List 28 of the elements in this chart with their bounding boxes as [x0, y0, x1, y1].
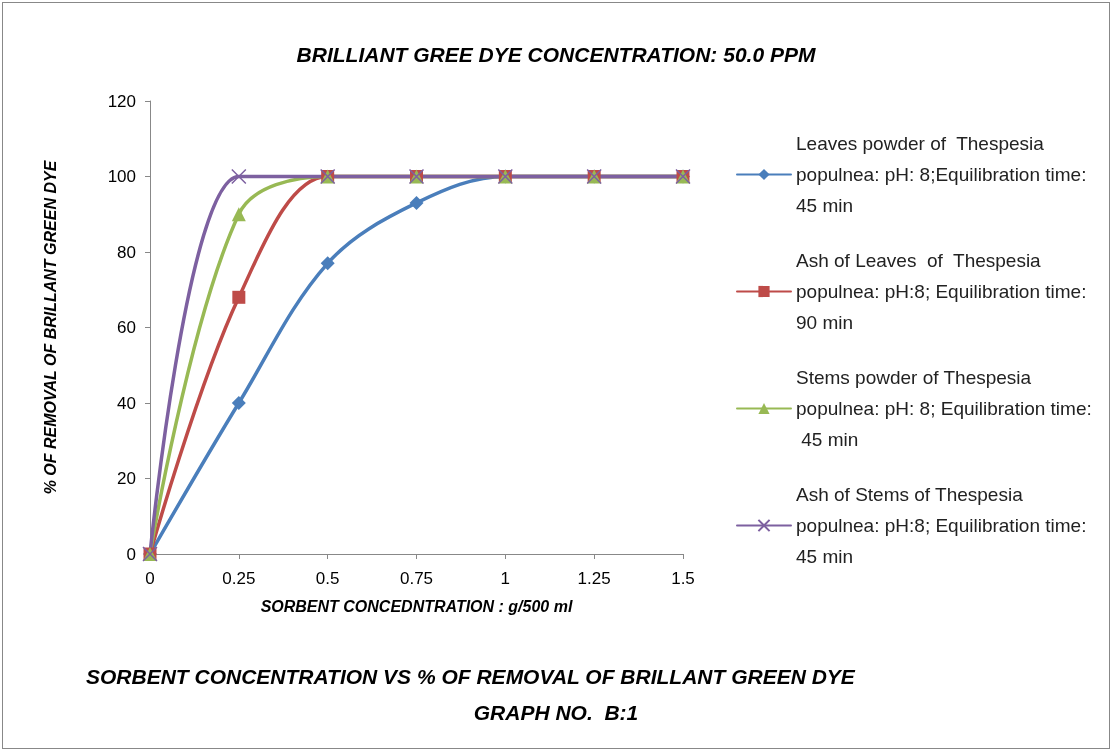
legend-label: Ash of Stems of Thespesia populnea: pH:8; Equilibration time: 45 min: [796, 484, 1092, 567]
x-tick-label: 0.5: [315, 569, 340, 588]
y-tick-label: 20: [117, 469, 136, 488]
y-tick-label: 40: [117, 393, 136, 413]
x-tick-label: 0.25: [222, 569, 256, 588]
y-tick-label: 120: [107, 91, 136, 111]
text: SORBENT CONCENTRATION VS % OF REMOVAL OF BRILLANT GREEN DYE: [86, 665, 856, 688]
y-tick-label: 100: [107, 167, 136, 186]
chart-title: BRILLIANT GREE DYE CONCENTRATION: 50.0 PPM: [296, 43, 816, 66]
point: [320, 256, 335, 271]
x-tick-label: 1.5: [671, 569, 695, 588]
x-axis-title: SORBENT CONCEDNTRATION : g/500 ml: [260, 597, 573, 615]
y-tick-label: 60: [117, 318, 136, 337]
legend-label: Stems powder of Thespesia populnea: pH: 8; Equilibration time: 45 min: [796, 367, 1092, 450]
y-tick-label: 0: [126, 544, 136, 564]
legend-label: Ash of Leaves of Thespesia populnea: pH:8; Equilibration time: 90 min: [796, 250, 1092, 333]
point: [232, 290, 246, 304]
point: [409, 195, 424, 210]
point: [231, 396, 246, 410]
x-tick-label: 0: [145, 569, 155, 588]
y-tick-label: 80: [117, 242, 136, 262]
x-tick-label: 1: [500, 569, 511, 588]
point: [231, 168, 247, 185]
legend-label: Leaves powder of Thespesia populnea: pH: 8;Equilibration time: 45 min: [796, 133, 1092, 216]
x-tick-label: 1.25: [577, 569, 611, 588]
x-tick-label: 0.75: [399, 569, 434, 588]
text: GRAPH NO. B:1: [473, 701, 639, 724]
y-axis-title: % OF REMOVAL OF BRILLANT GREEN DYE: [41, 159, 59, 495]
